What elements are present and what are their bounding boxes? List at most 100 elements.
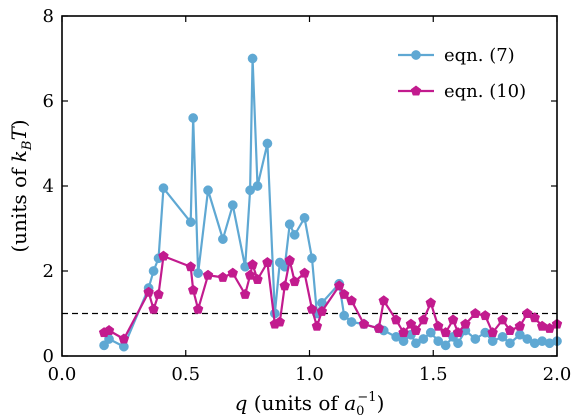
x-tick-label: 0.0 — [48, 364, 77, 385]
series-1-point — [193, 268, 203, 278]
series-2-point — [504, 324, 516, 335]
series-2-point — [192, 303, 204, 314]
series-1-point — [522, 334, 533, 344]
series-2-point — [187, 284, 199, 295]
series-2-point — [452, 327, 464, 338]
series-1-point — [218, 234, 228, 244]
series-2-point — [311, 320, 323, 331]
series-2-point — [479, 310, 491, 321]
series-2-point — [299, 267, 310, 278]
series-2-point — [432, 320, 444, 331]
series-2-point — [185, 261, 196, 272]
legend-item-2: eqn. (10) — [398, 81, 526, 102]
series-1-point — [505, 338, 515, 349]
series-2-point — [378, 295, 389, 306]
series-2-point — [118, 333, 130, 344]
y-tick-label: 4 — [43, 176, 54, 197]
legend: eqn. (7) eqn. (10) — [398, 45, 526, 102]
series-2-point — [316, 305, 328, 316]
series-1-point — [339, 310, 349, 321]
series-2-point — [247, 259, 258, 270]
series-1-point — [411, 338, 421, 349]
series-2-point — [405, 318, 417, 329]
series-1-point — [247, 53, 258, 64]
series-1-point — [307, 253, 317, 264]
series-2-point — [536, 320, 548, 331]
y-tick-label: 6 — [43, 91, 54, 112]
legend-marker — [411, 50, 421, 60]
series-2-point — [447, 314, 459, 325]
x-tick-label: 1.5 — [419, 364, 448, 385]
series-2-point — [333, 280, 345, 291]
series-2-point — [289, 276, 300, 287]
series-2-point — [529, 312, 540, 323]
series-1-point — [158, 183, 169, 193]
series-1-point — [252, 181, 263, 191]
series-1-point — [284, 219, 295, 230]
series-2-point — [239, 288, 251, 299]
y-tick-label: 0 — [43, 346, 54, 367]
series-1-point — [346, 317, 357, 327]
series-1-point — [289, 230, 300, 240]
series-1-point — [299, 213, 310, 223]
legend-item-1: eqn. (7) — [398, 45, 515, 66]
series-2-point — [358, 318, 370, 329]
series-2-point — [143, 286, 154, 297]
series-1-point — [470, 334, 481, 344]
series-1-point — [188, 113, 199, 123]
series-2-point — [202, 269, 214, 280]
series-1-point — [453, 338, 463, 349]
series-1-point — [99, 340, 109, 351]
series-2-point — [410, 324, 422, 335]
series-2 — [98, 250, 563, 344]
y-tick-label: 8 — [43, 6, 54, 27]
series-1-point — [398, 336, 409, 346]
series-2-point — [487, 327, 498, 338]
legend-label: eqn. (7) — [444, 45, 515, 66]
y-tick-label: 2 — [43, 261, 54, 282]
series-2-point — [425, 297, 437, 308]
series-2-point — [217, 271, 229, 282]
series-1-point — [418, 334, 429, 344]
series-2-point — [279, 280, 290, 291]
legend-marker — [410, 85, 422, 96]
series-2-point — [262, 256, 273, 267]
series-2-point — [252, 273, 263, 284]
series-2-point — [460, 318, 471, 329]
series-layer — [62, 53, 563, 352]
x-tick-label: 0.5 — [171, 364, 200, 385]
series-1-point — [203, 185, 213, 196]
series-1-point — [440, 340, 451, 351]
series-1-point — [227, 200, 238, 210]
series-1-point — [185, 217, 196, 227]
series-2-line — [103, 255, 558, 341]
axes-layer: 0.0 0.5 1.0 1.5 2.0 0 2 4 6 8 q (units of a0−1) (un… — [7, 6, 571, 419]
series-1-point — [245, 185, 255, 196]
x-tick-label: 2.0 — [543, 364, 572, 385]
legend-label: eqn. (10) — [444, 81, 526, 102]
series-2-point — [153, 288, 164, 299]
plot-frame — [61, 15, 558, 357]
series-1-point — [497, 332, 508, 342]
series-2-point — [470, 307, 481, 318]
x-axis-label: q (units of a0−1) — [235, 390, 385, 419]
series-2-point — [274, 316, 286, 327]
series-2-point — [158, 250, 169, 261]
series-2-point — [346, 295, 357, 306]
series-2-point — [514, 320, 526, 331]
series-1-point — [487, 336, 498, 346]
y-axis-label: (units of kBT) — [7, 119, 35, 252]
series-2-point — [440, 327, 451, 338]
series-1-point — [148, 266, 159, 276]
series-1-point — [433, 336, 444, 346]
series-2-point — [373, 322, 385, 333]
x-tick-label: 1.0 — [295, 364, 324, 385]
series-2-point — [148, 303, 159, 314]
series-1-point — [425, 327, 436, 338]
series-2-point — [284, 254, 295, 265]
series-2-point — [244, 269, 256, 280]
series-2-point — [418, 314, 429, 325]
series-2-point — [338, 288, 350, 299]
series-2-point — [497, 314, 508, 325]
